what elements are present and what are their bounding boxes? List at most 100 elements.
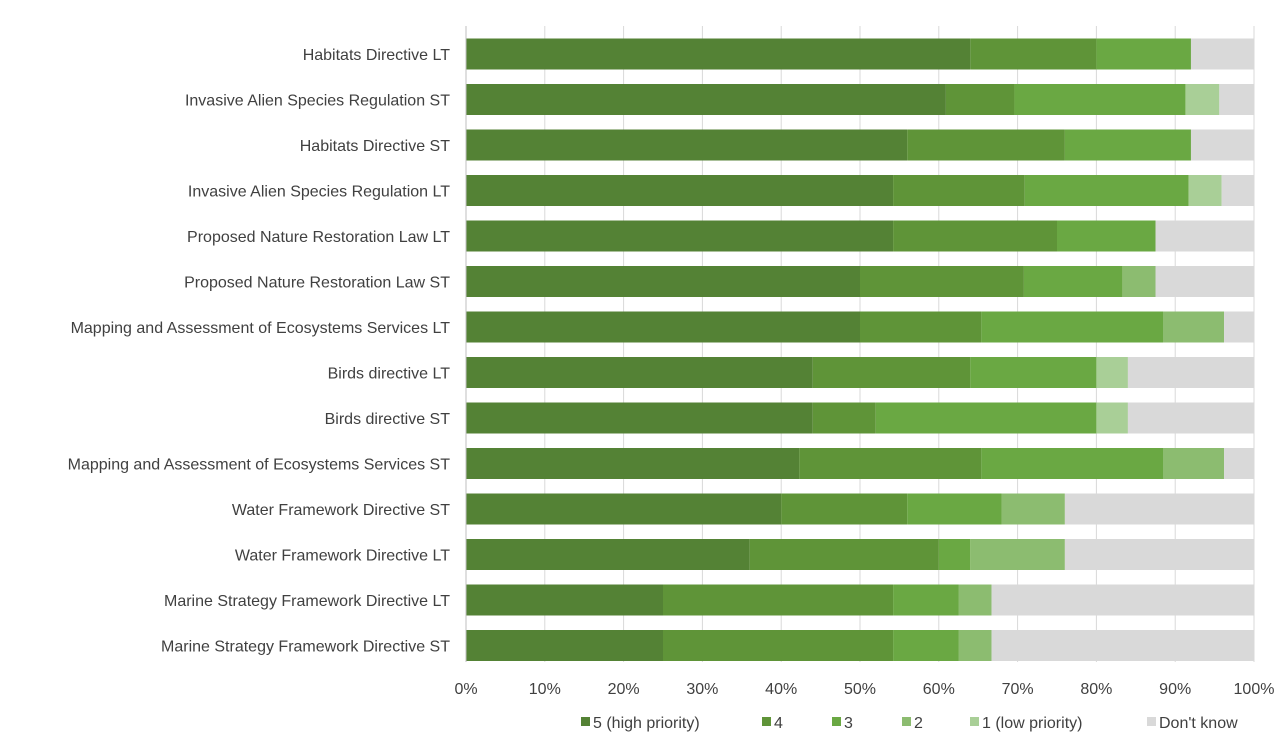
bar-segment [466,584,663,616]
bar-segment [970,357,1097,388]
bar-segment [860,266,1024,297]
x-tick-label: 30% [686,681,718,698]
category-label: Proposed Nature Restoration Law LT [187,229,450,246]
bar-segment [663,584,894,616]
legend-swatch [832,717,841,726]
category-label: Invasive Alien Species Regulation ST [185,93,450,110]
legend: 5 (high priority) 4 3 2 1 (low priority) Don'… [581,715,1238,732]
legend-label: 1 (low priority) [982,715,1082,732]
category-label: Mapping and Assessment of Ecosystems Ser… [68,457,451,474]
bar-segment [1155,266,1254,297]
bar-segment [938,539,971,570]
bar-segment [970,38,1097,70]
bar-segment [749,539,939,570]
bar-segment [466,129,908,161]
category-label: Proposed Nature Restoration Law ST [184,275,450,292]
bar-segment [981,448,1164,479]
bar-segment [1224,311,1254,343]
legend-swatch [970,717,979,726]
x-tick-label: 100% [1234,681,1275,698]
bar-segment [1127,357,1254,388]
category-label: Habitats Directive ST [300,138,450,155]
bar-segment [860,311,982,343]
bar-segment [466,357,813,388]
bar-segment [466,493,782,525]
bar-segment [893,220,1057,252]
legend-label: 5 (high priority) [593,715,700,732]
bar-segment [1096,402,1128,434]
bar-segment [991,630,1254,661]
category-label: Water Framework Directive LT [235,548,450,565]
bar-segment [799,448,982,479]
bar-segment [1127,402,1254,434]
bar-segment [981,311,1164,343]
bar-segment [958,630,992,661]
bar-segment [1185,84,1220,115]
category-label: Mapping and Assessment of Ecosystems Ser… [71,320,451,337]
category-label: Marine Strategy Framework Directive ST [161,639,450,656]
bar-segment [945,84,1015,115]
bar-segment [1057,220,1156,252]
bar-segment [1023,266,1123,297]
bar-segment [1221,175,1254,206]
bars [466,38,1254,661]
x-tick-label: 0% [454,681,477,698]
x-tick-label: 90% [1159,681,1191,698]
bar-segment [1096,38,1191,70]
bar-segment [893,175,1025,206]
bar-segment [466,539,750,570]
bar-segment [970,539,1065,570]
bar-segment [812,357,971,388]
x-tick-label: 10% [529,681,561,698]
bar-segment [466,311,860,343]
bar-segment [1163,448,1225,479]
bar-segment [907,129,1065,161]
x-tick-label: 50% [844,681,876,698]
bar-segment [893,584,959,616]
bar-segment [1224,448,1254,479]
bar-segment [1122,266,1156,297]
bar-segment [1014,84,1186,115]
legend-swatch [1147,717,1156,726]
bar-segment [466,84,946,115]
legend-label: Don't know [1159,715,1238,732]
x-tick-label: 80% [1080,681,1112,698]
x-tick-label: 40% [765,681,797,698]
bar-segment [466,448,800,479]
bar-segment [466,402,813,434]
bar-segment [1163,311,1225,343]
bar-segment [466,220,894,252]
bar-segment [875,402,1097,434]
category-labels: Habitats Directive LT Invasive Alien Spec… [68,47,451,656]
x-tick-label: 60% [923,681,955,698]
bar-segment [1096,357,1128,388]
legend-label: 4 [774,715,783,732]
bar-segment [1190,38,1254,70]
category-label: Water Framework Directive ST [232,502,450,519]
bar-segment [466,266,860,297]
bar-segment [1064,539,1254,570]
bar-segment [893,630,959,661]
category-label: Birds directive LT [328,366,451,383]
x-tick-label: 70% [1002,681,1034,698]
bar-segment [1155,220,1254,252]
legend-swatch [581,717,590,726]
x-axis: 0% 10% 20% 30% 40% 50% 60% 70% 80% 90% 100% [454,26,1274,698]
category-label: Habitats Directive LT [303,47,451,64]
bar-segment [466,38,971,70]
bar-segment [1190,129,1254,161]
legend-label: 2 [914,715,923,732]
legend-swatch [902,717,911,726]
bar-segment [812,402,876,434]
bar-segment [907,493,1002,525]
bar-segment [663,630,894,661]
bar-segment [1001,493,1065,525]
bar-segment [466,630,663,661]
category-label: Marine Strategy Framework Directive LT [164,593,450,610]
legend-swatch [762,717,771,726]
category-label: Birds directive ST [325,411,451,428]
bar-segment [1064,129,1191,161]
bar-segment [1188,175,1222,206]
bar-segment [781,493,908,525]
